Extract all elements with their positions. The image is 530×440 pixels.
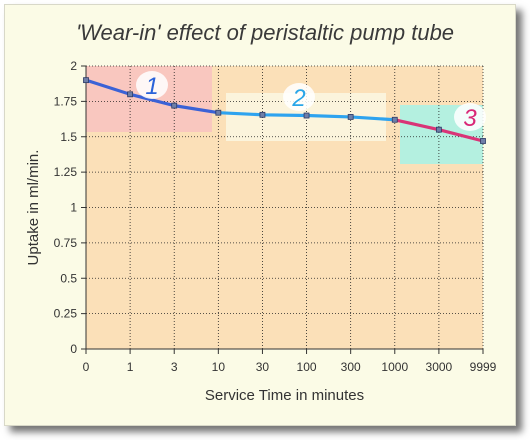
y-tick-label: 1.5 — [60, 130, 77, 144]
data-point — [347, 114, 354, 120]
data-point — [127, 91, 134, 98]
y-tick-label: 2 — [70, 59, 77, 73]
y-axis-label: Uptake in ml/min. — [25, 150, 42, 266]
data-point — [391, 116, 398, 123]
phase-label-glow — [454, 103, 486, 131]
x-tick-label: 10 — [212, 360, 226, 374]
data-point — [215, 109, 222, 116]
y-tick-label: 0 — [70, 342, 77, 356]
x-tick-label: 1000 — [381, 360, 408, 374]
chart-title: 'Wear-in' effect of peristaltic pump tub… — [75, 20, 455, 45]
phase-label-glow — [283, 83, 315, 111]
phase-label-glow — [136, 71, 168, 99]
x-tick-label: 9999 — [470, 360, 497, 374]
y-tick-label: 1.25 — [54, 165, 78, 179]
phase-label-2: 2 — [291, 85, 305, 112]
x-tick-label: 30 — [256, 360, 270, 374]
y-tick-label: 0.75 — [54, 236, 78, 250]
x-axis-label: Service Time in minutes — [205, 387, 364, 404]
y-tick-label: 0.5 — [60, 271, 77, 285]
data-points — [83, 77, 486, 144]
x-tick-label: 3000 — [426, 360, 453, 374]
x-tick-label: 3 — [171, 360, 178, 374]
axes — [81, 65, 484, 354]
phase-labels: 1 2 3 — [136, 71, 486, 132]
x-tick-label: 300 — [341, 360, 361, 374]
tick-labels: 0 0.25 0.5 0.75 1 1.25 1.5 1.75 2 0 1 3 10 30 100 300 10… — [54, 59, 497, 374]
data-point — [303, 112, 310, 119]
y-tick-label: 0.25 — [54, 307, 78, 321]
y-tick-label: 1.75 — [54, 94, 78, 108]
phase-boxes — [86, 66, 483, 164]
series-line-phase-1 — [84, 78, 220, 115]
phase-label-1: 1 — [145, 73, 158, 100]
data-point — [171, 102, 178, 109]
x-tick-label: 0 — [83, 360, 90, 374]
data-point — [480, 138, 486, 144]
data-point — [83, 77, 89, 84]
phase-label-3: 3 — [463, 105, 477, 132]
y-tick-label: 1 — [70, 201, 77, 215]
data-point — [435, 126, 442, 133]
x-tick-label: 100 — [297, 360, 317, 374]
data-point — [259, 111, 266, 118]
x-tick-label: 1 — [127, 360, 134, 374]
